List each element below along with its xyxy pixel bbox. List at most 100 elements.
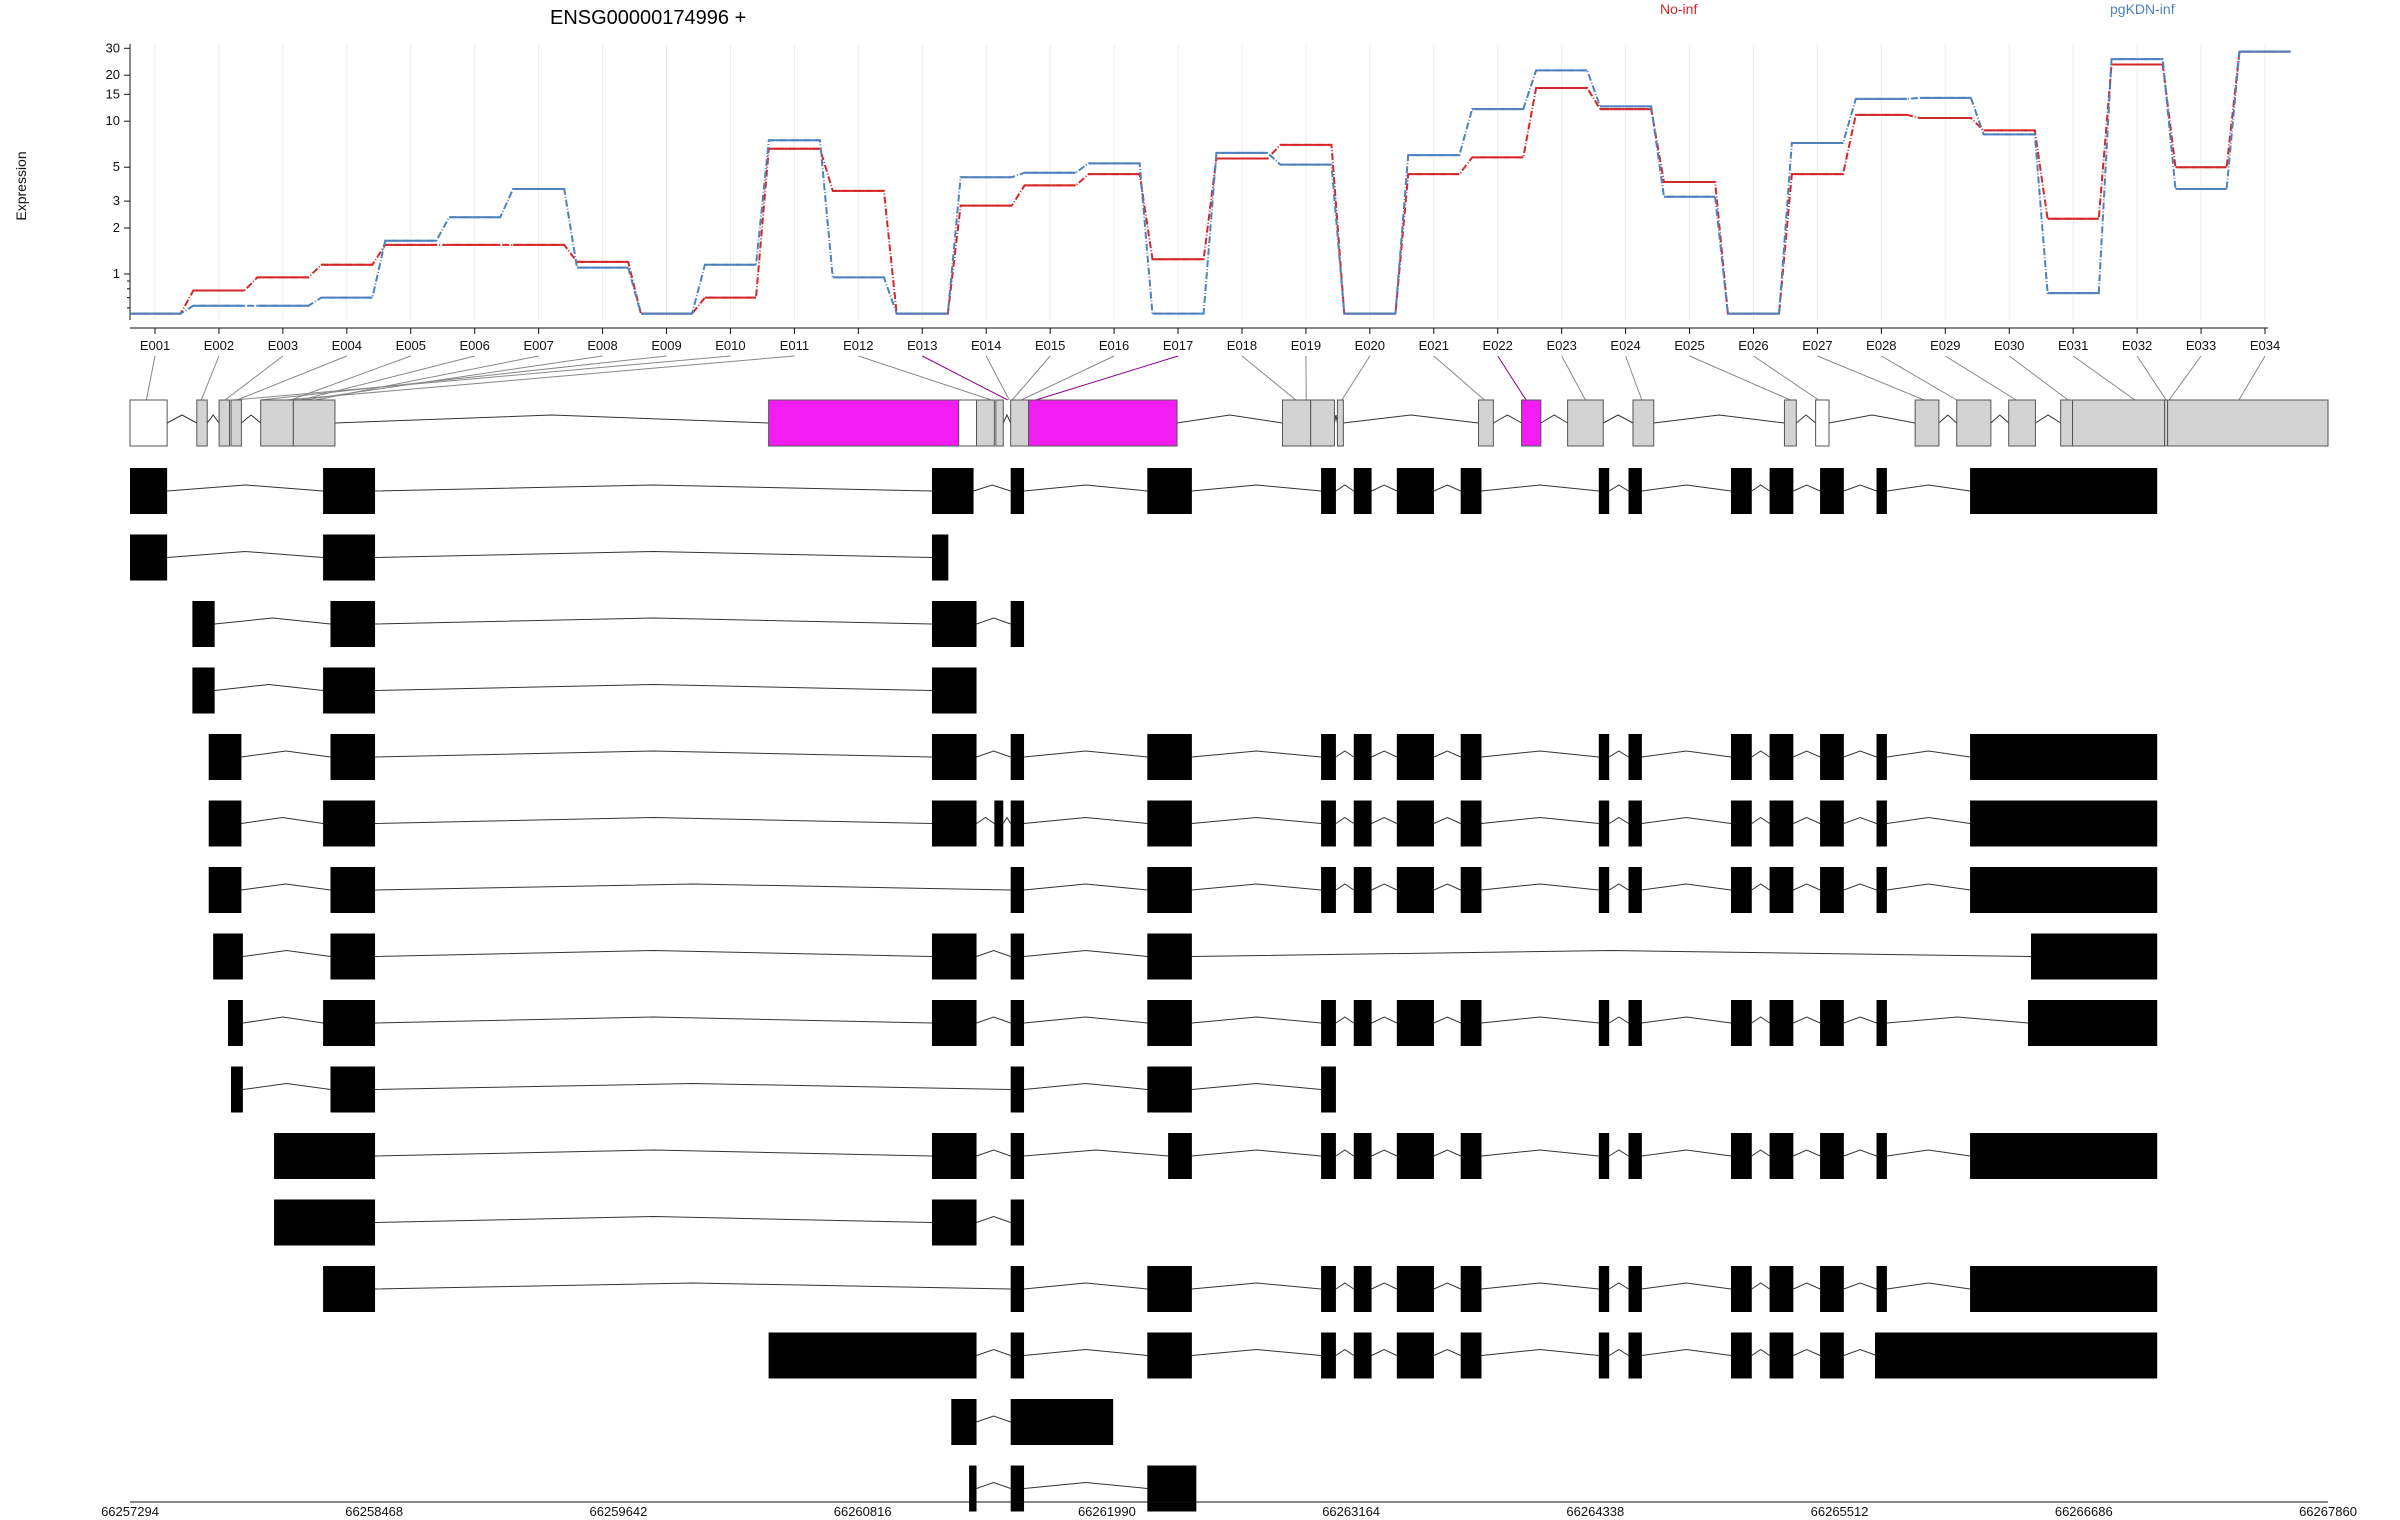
transcript-exon (1876, 1000, 1887, 1046)
transcript-2 (130, 534, 949, 581)
bin-connector-e029 (1945, 355, 2017, 401)
transcript-exon (1730, 734, 1752, 780)
model-intron (1002, 413, 1012, 424)
transcript-intron (242, 1016, 324, 1024)
exon-bin-label-e024: E024 (1610, 338, 1640, 353)
bin-connector-e026 (1753, 355, 1819, 401)
model-intron (1828, 414, 1916, 424)
transcript-intron (1371, 883, 1398, 891)
transcript-exon (1820, 1133, 1844, 1179)
transcript-intron (976, 1016, 1011, 1024)
bin-connector-e032 (2136, 355, 2167, 401)
exon-bin-label-e021: E021 (1419, 338, 1449, 353)
transcript-exon (1769, 1133, 1794, 1179)
transcript-intron (1024, 1016, 1148, 1024)
transcript-exon (1010, 933, 1025, 980)
transcript-4 (192, 667, 977, 714)
model-exon (1567, 399, 1604, 447)
transcript-13 (323, 1266, 2158, 1312)
model-exon (1281, 399, 1312, 447)
transcript-exon (931, 1133, 977, 1179)
transcript-exon (1460, 867, 1482, 913)
bin-connector-e025 (1689, 355, 1791, 401)
transcript-exon (330, 734, 376, 780)
transcript-exon (1598, 1133, 1610, 1179)
transcript-intron (1335, 1016, 1355, 1024)
model-exon (1783, 399, 1797, 447)
exon-bin-label-e004: E004 (332, 338, 362, 353)
transcript-exon (768, 1332, 977, 1379)
transcript-16 (969, 1465, 1197, 1512)
model-exon (1028, 399, 1178, 447)
transcript-exon (1598, 1000, 1610, 1046)
transcript-intron (241, 750, 331, 758)
transcript-exon (1876, 867, 1887, 913)
bin-connector-e030 (2008, 355, 2069, 401)
transcript-intron (1481, 1348, 1599, 1356)
transcript-exon (1321, 1000, 1336, 1046)
bin-connector-e009 (260, 355, 667, 401)
bin-connector-e006 (300, 355, 475, 401)
transcript-exon (1730, 1133, 1752, 1179)
transcript-exon (274, 1199, 376, 1246)
transcript-intron (1608, 816, 1629, 824)
transcript-exon (1598, 867, 1610, 913)
model-exon (1632, 399, 1655, 447)
model-exon (1914, 399, 1940, 447)
transcript-exon (330, 867, 376, 913)
bin-connector-e011 (285, 355, 795, 401)
transcript-exon (274, 1133, 376, 1179)
bin-connector-e033 (2168, 355, 2202, 401)
transcript-intron (1024, 1348, 1148, 1356)
exon-bin-label-e032: E032 (2122, 338, 2152, 353)
bin-connector-e021 (1433, 355, 1485, 401)
transcript-exon (1730, 1000, 1752, 1046)
transcript-exon (931, 1199, 977, 1246)
transcript-exon (1010, 800, 1025, 847)
transcript-exon (969, 1465, 977, 1512)
model-exon (292, 399, 336, 447)
transcript-intron (1191, 1348, 1322, 1356)
exon-bin-label-e026: E026 (1738, 338, 1768, 353)
transcript-exon (1769, 867, 1794, 913)
transcript-exon (931, 734, 977, 780)
transcript-exon (1876, 1266, 1887, 1312)
bin-connector-e017 (1035, 355, 1179, 401)
coord-label-2: 66259642 (590, 1504, 648, 1519)
transcript-intron (1481, 1282, 1599, 1290)
transcript-intron (1371, 1282, 1398, 1290)
transcript-exon (1598, 734, 1610, 780)
y-tick-label-2: 2 (113, 220, 120, 235)
transcript-intron (1371, 1016, 1398, 1024)
transcript-exon (1396, 867, 1434, 913)
transcript-exon (1353, 1332, 1372, 1379)
transcript-intron (1335, 484, 1355, 492)
transcript-intron (375, 1215, 932, 1223)
coord-label-1: 66258468 (345, 1504, 403, 1519)
transcript-exon (208, 800, 242, 847)
model-exon (1336, 399, 1344, 447)
transcript-exon (1353, 1133, 1372, 1179)
transcript-exon (1875, 1332, 2158, 1379)
exon-bin-label-e030: E030 (1994, 338, 2024, 353)
transcript-intron (1641, 484, 1732, 492)
transcript-intron (1191, 1016, 1322, 1024)
transcript-intron (1886, 1149, 1971, 1157)
transcript-intron (1793, 484, 1821, 492)
transcript-intron (1002, 816, 1012, 824)
transcript-intron (1433, 1149, 1461, 1157)
coord-label-6: 66264338 (1566, 1504, 1624, 1519)
transcript-exon (1010, 1199, 1025, 1246)
transcript-intron (167, 550, 324, 558)
bin-connector-e008 (303, 355, 603, 401)
transcript-intron (976, 816, 995, 824)
model-exon (958, 399, 978, 447)
model-intron (1493, 414, 1522, 424)
transcript-exon (1598, 468, 1610, 514)
transcript-1 (130, 468, 2158, 514)
transcript-exon (323, 468, 376, 514)
transcript-exon (1598, 1266, 1610, 1312)
transcript-exon (1147, 1000, 1192, 1046)
transcript-exon (208, 867, 242, 913)
